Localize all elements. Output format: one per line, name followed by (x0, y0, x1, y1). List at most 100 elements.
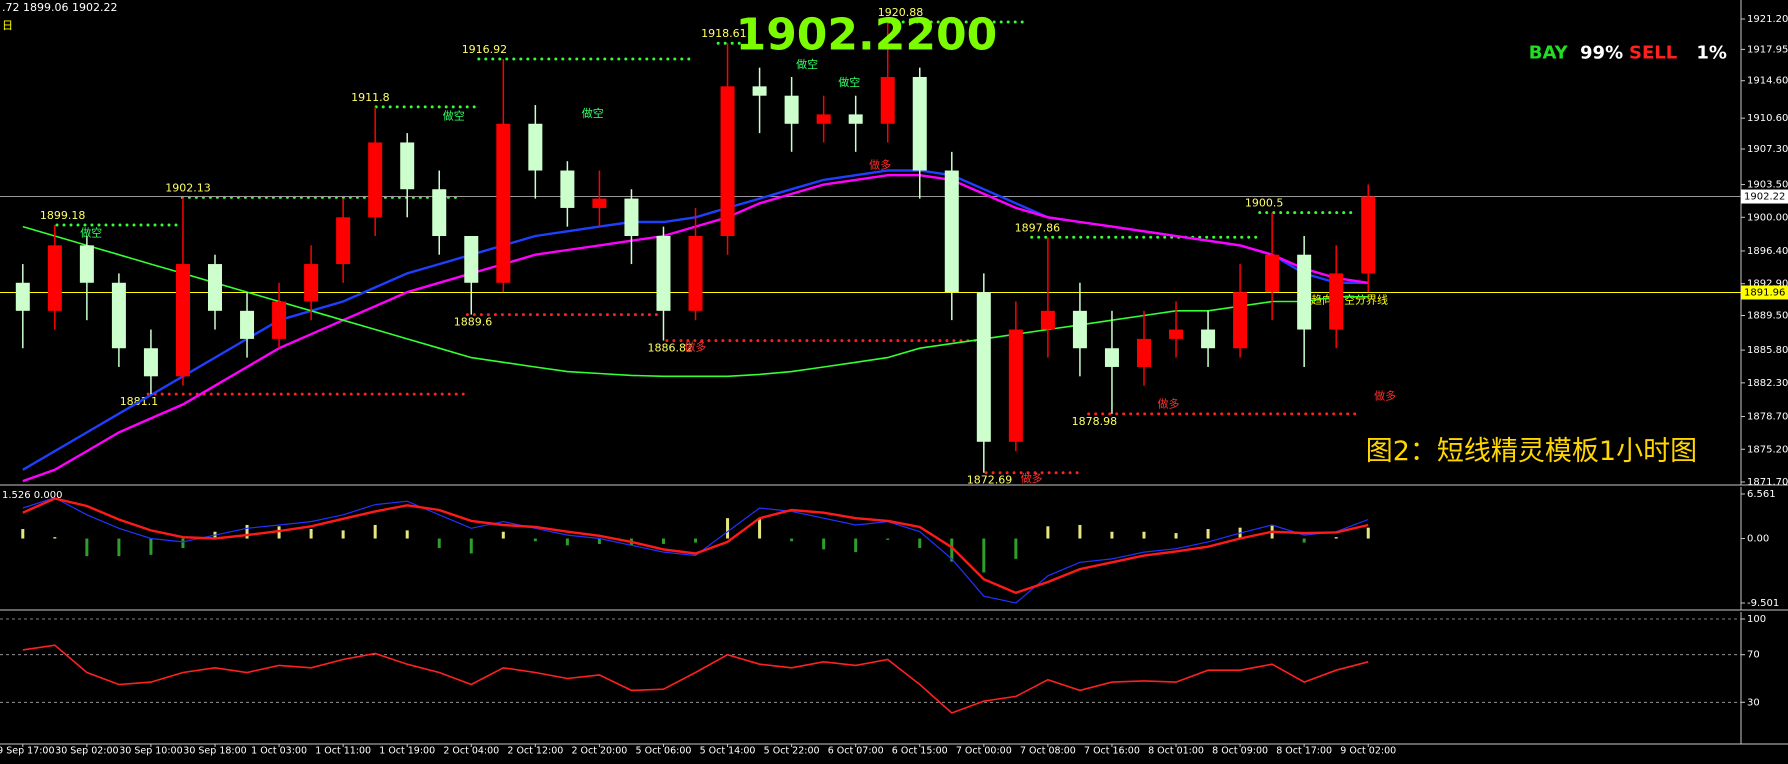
y-tick-label: 1900.00 (1747, 212, 1788, 223)
candle-body (752, 86, 767, 96)
histogram-bar (85, 538, 89, 557)
x-tick-label: 2 Oct 12:00 (507, 746, 563, 757)
sell-share: 1% (1696, 43, 1727, 64)
histogram-bar (950, 538, 954, 562)
candle-body (464, 236, 479, 283)
y-tick-label: 1871.70 (1747, 477, 1788, 488)
y-tick-label: 1903.50 (1747, 180, 1788, 191)
buy-label: BAY (1529, 43, 1569, 64)
histogram-bar (854, 538, 858, 553)
level-label: 1916.92 (462, 43, 508, 56)
y-tick-label: 70 (1747, 650, 1760, 661)
candle-body (15, 282, 30, 311)
candle-body (1008, 329, 1023, 442)
candle-body (79, 245, 94, 283)
x-tick-label: 5 Oct 22:00 (764, 746, 820, 757)
candle-body (912, 76, 927, 171)
x-tick-label: 30 Sep 10:00 (119, 746, 182, 757)
level-label: 1878.98 (1072, 415, 1118, 428)
candle-body (111, 282, 126, 349)
candle-body (1233, 292, 1248, 349)
level-label: 1918.61 (701, 27, 747, 40)
candle-body (432, 189, 447, 237)
y-tick-label: 6.561 (1747, 489, 1776, 500)
candle-body (1361, 196, 1376, 274)
histogram-bar (565, 538, 569, 546)
quote-header: .72 1899.06 1902.22 (2, 1, 117, 14)
histogram-bar (1110, 531, 1114, 539)
y-tick-label: 1907.30 (1747, 144, 1788, 155)
histogram-bar (1078, 524, 1082, 539)
signal-annotation: 做空 (796, 57, 818, 71)
candle-body (336, 217, 351, 265)
candle-body (1329, 273, 1344, 330)
histogram-bar (1334, 537, 1338, 539)
candle-body (560, 170, 575, 208)
histogram-bar (469, 538, 473, 554)
candle-body (880, 76, 895, 124)
histogram-bar (149, 538, 153, 555)
candle-body (1201, 329, 1216, 349)
histogram-bar (822, 538, 826, 550)
histogram-bar (21, 529, 25, 539)
candle-body (1040, 310, 1055, 330)
y-tick-label: 1914.60 (1747, 76, 1788, 87)
histogram-bar (181, 538, 185, 549)
y-tick-label: -9.501 (1747, 598, 1779, 609)
x-tick-label: 30 Sep 18:00 (183, 746, 246, 757)
signal-annotation: 做多 (1158, 397, 1180, 411)
candle-body (1297, 254, 1312, 330)
y-tick-label: 30 (1747, 697, 1760, 708)
y-tick-label: 1892.90 (1747, 279, 1788, 290)
candle-body (47, 245, 62, 311)
histogram-bar (373, 524, 377, 539)
candle-body (240, 310, 255, 339)
histogram-bar (1206, 529, 1210, 539)
candle-body (624, 198, 639, 237)
level-label: 1889.6 (454, 316, 493, 329)
histogram-bar (501, 531, 505, 539)
x-tick-label: 30 Sep 02:00 (55, 746, 118, 757)
histogram-bar (341, 530, 345, 539)
indicator-line (22, 644, 1369, 714)
candle-body (400, 142, 415, 190)
x-tick-label: 6 Oct 15:00 (892, 746, 948, 757)
histogram-bar (1302, 538, 1306, 543)
y-tick-label: 1889.50 (1747, 311, 1788, 322)
level-label: 1899.18 (40, 209, 86, 222)
x-tick-label: 1 Oct 11:00 (315, 746, 371, 757)
histogram-bar (1046, 526, 1050, 539)
candle-body (656, 236, 671, 311)
level-label: 1886.82 (648, 342, 694, 355)
candle-body (816, 114, 831, 124)
histogram-bar (726, 518, 730, 539)
y-tick-label: 1910.60 (1747, 113, 1788, 124)
level-label: 1920.88 (878, 6, 924, 19)
indicator-line (22, 497, 1369, 604)
signal-annotation: 做空 (443, 108, 465, 122)
indicator-header: 1.526 0.000 (2, 490, 62, 501)
candle-body (304, 264, 319, 302)
x-tick-label: 8 Oct 01:00 (1148, 746, 1204, 757)
histogram-bar (982, 538, 986, 573)
signal-annotation: 做空 (582, 106, 604, 120)
buy-share: 99% (1580, 43, 1623, 64)
y-tick-label: 1896.40 (1747, 246, 1788, 257)
level-label: 1900.5 (1245, 197, 1284, 210)
x-tick-label: 2 Oct 04:00 (443, 746, 499, 757)
histogram-bar (1014, 538, 1018, 559)
candle-body (368, 142, 383, 218)
histogram-bar (53, 537, 57, 539)
period-label: 日 (2, 19, 13, 32)
y-tick-label: 0.00 (1747, 534, 1769, 545)
chart-caption: 图2：短线精灵模板1小时图 (1366, 436, 1697, 467)
histogram-bar (405, 530, 409, 539)
level-label: 1902.13 (165, 181, 211, 194)
x-tick-label: 5 Oct 06:00 (636, 746, 692, 757)
histogram-bar (277, 526, 281, 539)
candle-body (1104, 348, 1119, 367)
y-tick-label: 1882.30 (1747, 378, 1788, 389)
histogram-bar (790, 538, 794, 542)
signal-annotation: 做空 (80, 226, 102, 240)
boundary-price: 1891.96 (1744, 287, 1785, 298)
